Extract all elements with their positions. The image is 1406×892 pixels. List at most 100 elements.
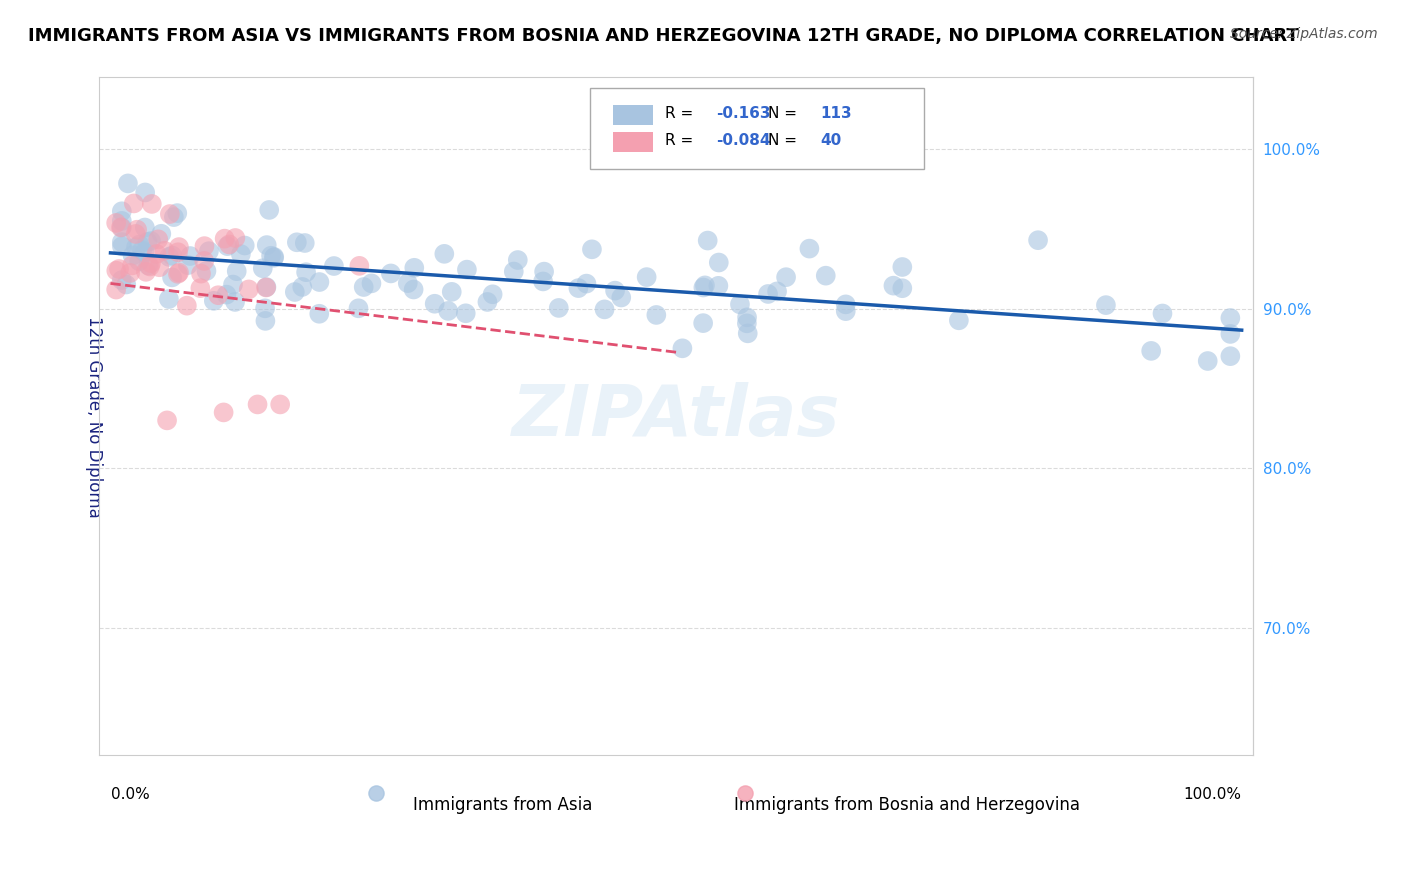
Text: -0.084: -0.084 [717,133,770,148]
Immigrants from Asia [1152,306,1174,320]
Immigrants from Asia [423,297,446,311]
Immigrants from Asia [179,249,201,263]
Immigrants from Bosnia and Herzegovina [218,237,240,252]
Immigrants from Asia [217,239,239,253]
Immigrants from Asia [157,250,180,264]
Immigrants from Asia [308,275,330,289]
Immigrants from Asia [252,261,274,276]
Immigrants from Asia [835,304,858,318]
Text: -0.163: -0.163 [717,106,770,121]
Immigrants from Asia [671,341,693,355]
Immigrants from Bosnia and Herzegovina [145,247,167,261]
Immigrants from Asia [121,248,143,262]
Immigrants from Bosnia and Herzegovina [214,232,236,246]
Immigrants from Asia [547,301,569,315]
Immigrants from Asia [728,297,751,311]
Text: N =: N = [769,106,803,121]
Immigrants from Bosnia and Herzegovina [349,259,371,273]
Immigrants from Asia [1219,349,1241,363]
Text: N =: N = [769,133,803,148]
Immigrants from Asia [128,254,150,268]
Immigrants from Bosnia and Herzegovina [139,256,162,270]
Immigrants from Asia [294,235,316,250]
Immigrants from Asia [215,287,238,301]
Immigrants from Asia [285,235,308,250]
Immigrants from Asia [233,238,256,252]
Immigrants from Asia [131,243,153,257]
Immigrants from Asia [260,249,283,263]
Immigrants from Bosnia and Herzegovina [190,267,212,281]
Immigrants from Asia [160,248,183,262]
Immigrants from Asia [567,281,589,295]
Immigrants from Asia [882,278,904,293]
Immigrants from Asia [737,326,759,341]
Immigrants from Asia [111,235,134,249]
Immigrants from Asia [257,202,280,217]
Immigrants from Asia [696,234,718,248]
Bar [613,104,652,125]
Immigrants from Bosnia and Herzegovina [269,397,291,411]
Immigrants from Asia [202,293,225,308]
Text: IMMIGRANTS FROM ASIA VS IMMIGRANTS FROM BOSNIA AND HERZEGOVINA 12TH GRADE, NO DI: IMMIGRANTS FROM ASIA VS IMMIGRANTS FROM … [28,27,1299,45]
Immigrants from Asia [1026,233,1049,247]
Immigrants from Asia [224,294,246,309]
Immigrants from Asia [506,253,529,268]
Immigrants from Bosnia and Herzegovina [110,220,132,235]
FancyBboxPatch shape [589,87,924,169]
Immigrants from Asia [256,280,278,294]
Immigrants from Asia [111,239,134,253]
Immigrants from Asia [433,247,456,261]
Immigrants from Bosnia and Herzegovina [188,281,211,295]
Immigrants from Asia [134,220,156,235]
Immigrants from Asia [404,260,426,275]
Immigrants from Asia [707,255,730,269]
Immigrants from Asia [254,301,277,316]
Text: 100.0%: 100.0% [1184,788,1241,802]
Immigrants from Bosnia and Herzegovina [254,280,277,294]
Immigrants from Bosnia and Herzegovina [156,413,179,427]
Immigrants from Asia [610,291,633,305]
Immigrants from Asia [115,277,138,292]
Text: Immigrants from Bosnia and Herzegovina: Immigrants from Bosnia and Herzegovina [734,796,1080,814]
Immigrants from Asia [222,277,245,292]
Immigrants from Asia [229,247,252,261]
Immigrants from Asia [353,280,375,294]
Immigrants from Bosnia and Herzegovina [212,405,235,419]
Immigrants from Bosnia and Herzegovina [105,216,128,230]
Immigrants from Asia [139,234,162,248]
Immigrants from Bosnia and Herzegovina [176,299,198,313]
Immigrants from Asia [111,204,134,219]
Immigrants from Asia [502,264,524,278]
Immigrants from Asia [735,310,758,325]
Immigrants from Asia [766,285,789,299]
Immigrants from Asia [150,227,173,241]
Immigrants from Asia [125,240,148,254]
Immigrants from Bosnia and Herzegovina [193,254,215,268]
Immigrants from Asia [111,273,134,287]
Immigrants from Bosnia and Herzegovina [148,260,170,275]
Immigrants from Bosnia and Herzegovina [246,397,269,411]
Immigrants from Asia [254,314,277,328]
Immigrants from Asia [891,281,914,295]
Immigrants from Asia [756,287,779,301]
Text: Immigrants from Asia: Immigrants from Asia [413,796,593,814]
Immigrants from Asia [814,268,837,283]
Immigrants from Asia [157,292,180,306]
Immigrants from Asia [533,265,555,279]
Bar [613,132,652,152]
Immigrants from Asia [263,251,285,265]
Immigrants from Bosnia and Herzegovina [105,283,128,297]
Immigrants from Asia [263,250,285,264]
Immigrants from Asia [195,264,218,278]
Immigrants from Asia [707,278,730,293]
Text: R =: R = [665,133,697,148]
Immigrants from Asia [440,285,463,299]
Immigrants from Asia [256,238,278,252]
Immigrants from Asia [134,186,156,200]
Immigrants from Asia [117,177,139,191]
Immigrants from Asia [645,308,668,322]
Immigrants from Asia [437,304,460,318]
Immigrants from Asia [134,245,156,260]
Text: 113: 113 [820,106,852,121]
Immigrants from Asia [347,301,370,316]
